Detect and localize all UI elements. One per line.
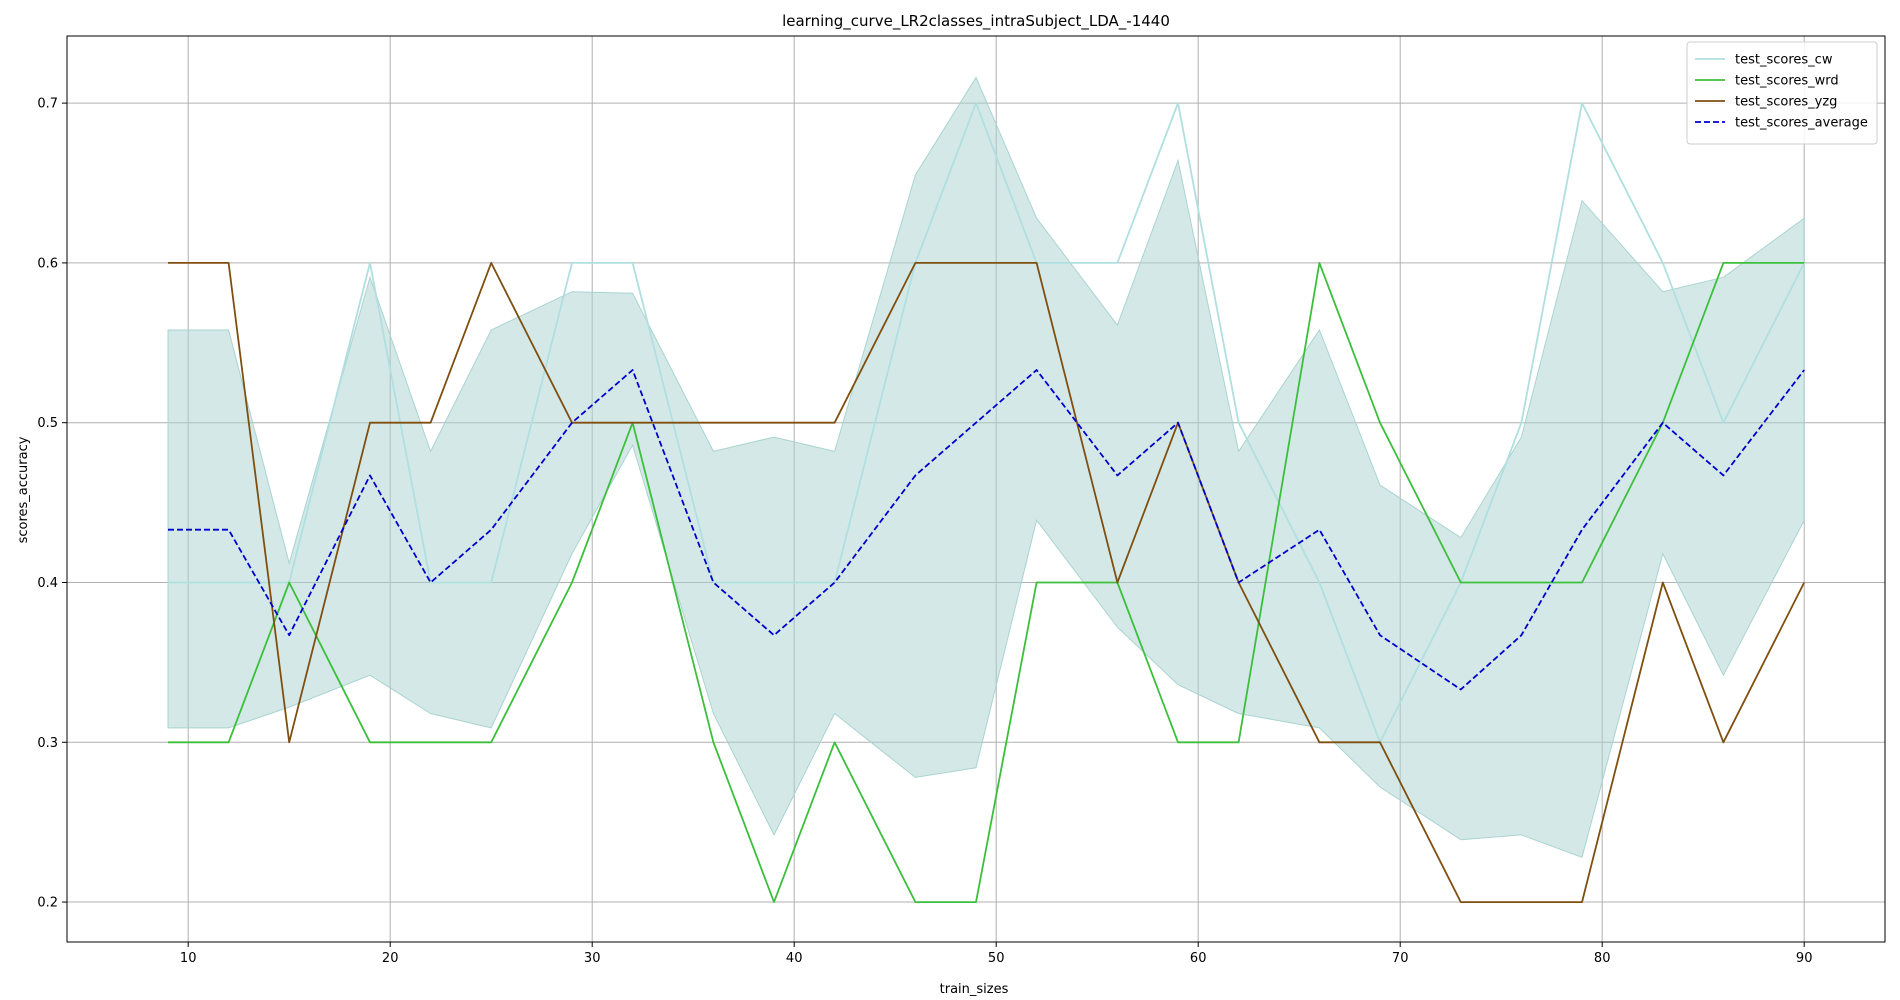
legend-label: test_scores_wrd bbox=[1735, 74, 1839, 89]
legend-label: test_scores_yzg bbox=[1735, 95, 1837, 110]
legend-box bbox=[1686, 41, 1878, 145]
series-line-test-scores-yzg bbox=[168, 261, 1806, 903]
x-tick-label: 90 bbox=[1796, 951, 1813, 966]
plot-frame bbox=[66, 35, 1886, 943]
plot-area bbox=[66, 35, 1886, 943]
x-tick-label: 30 bbox=[584, 951, 601, 966]
chart-title: learning_curve_LR2classes_intraSubject_L… bbox=[782, 12, 1170, 31]
series-line-test-scores-average bbox=[168, 369, 1805, 691]
x-tick-label: 20 bbox=[382, 951, 399, 966]
std-band-layer bbox=[167, 76, 1805, 858]
y-tick-label: 0.7 bbox=[37, 97, 58, 112]
legend: test_scores_cw test_scores_wrd test_scores… bbox=[1686, 41, 1878, 145]
x-tick-label: 40 bbox=[786, 951, 803, 966]
series-line-test-scores-cw bbox=[168, 102, 1806, 744]
x-axis-label: train_sizes bbox=[940, 982, 1009, 997]
x-tick-label: 50 bbox=[988, 951, 1005, 966]
x-tick-label: 60 bbox=[1190, 951, 1207, 966]
legend-label: test_scores_cw bbox=[1735, 53, 1833, 68]
legend-label: test_scores_average bbox=[1735, 116, 1868, 131]
series-line-test-scores-wrd bbox=[168, 261, 1805, 903]
x-tick-label: 70 bbox=[1392, 951, 1409, 966]
std-band bbox=[167, 76, 1805, 858]
x-tick-label: 80 bbox=[1594, 951, 1611, 966]
y-tick-label: 0.4 bbox=[37, 576, 58, 591]
y-tick-label: 0.6 bbox=[37, 256, 58, 271]
y-axis-label: scores_accuracy bbox=[16, 436, 31, 543]
y-tick-label: 0.5 bbox=[37, 416, 58, 431]
y-axis-ticks: 0.2 0.3 0.4 0.5 0.6 0.7 bbox=[37, 97, 67, 911]
series-layer bbox=[168, 102, 1806, 903]
y-tick-label: 0.2 bbox=[37, 896, 58, 911]
x-axis-ticks: 10 20 30 40 50 60 70 80 90 bbox=[180, 942, 1813, 966]
x-tick-label: 10 bbox=[180, 951, 197, 966]
y-tick-label: 0.3 bbox=[37, 736, 58, 751]
